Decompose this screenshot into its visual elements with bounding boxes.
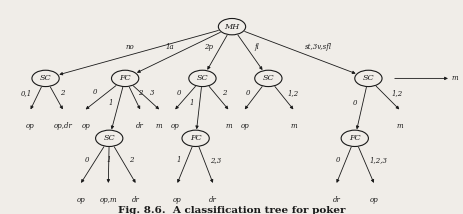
Text: SC: SC xyxy=(103,134,115,142)
Text: fl: fl xyxy=(254,43,259,51)
Text: 1: 1 xyxy=(176,156,181,164)
Text: Fig. 8.6.  A classification tree for poker: Fig. 8.6. A classification tree for poke… xyxy=(118,206,345,214)
Text: dr: dr xyxy=(208,196,216,204)
Text: SC: SC xyxy=(196,74,208,82)
Text: op: op xyxy=(76,196,85,204)
Text: no: no xyxy=(125,43,134,51)
Circle shape xyxy=(340,130,368,147)
Text: m: m xyxy=(225,122,231,130)
Text: SC: SC xyxy=(362,74,374,82)
Text: 1,2,3: 1,2,3 xyxy=(369,156,387,164)
Text: SC: SC xyxy=(262,74,274,82)
Text: 0: 0 xyxy=(352,99,357,107)
Text: 0: 0 xyxy=(335,156,339,164)
Text: 2: 2 xyxy=(222,89,226,97)
Text: m: m xyxy=(156,122,162,130)
Text: op,m: op,m xyxy=(99,196,117,204)
Text: m: m xyxy=(450,74,457,82)
Text: 2,3: 2,3 xyxy=(209,156,220,164)
Text: FC: FC xyxy=(189,134,201,142)
Text: 2p: 2p xyxy=(203,43,212,51)
Text: op,dr: op,dr xyxy=(53,122,72,130)
Text: 0: 0 xyxy=(245,89,249,97)
Text: FC: FC xyxy=(119,74,131,82)
Text: 2: 2 xyxy=(138,89,143,97)
Circle shape xyxy=(95,130,123,147)
Text: 0: 0 xyxy=(93,88,97,97)
Text: m: m xyxy=(395,122,402,130)
Circle shape xyxy=(111,70,138,87)
Text: 0,1: 0,1 xyxy=(21,89,32,97)
Text: 1,2: 1,2 xyxy=(390,89,402,97)
Text: 0: 0 xyxy=(177,89,181,97)
Circle shape xyxy=(32,70,59,87)
Circle shape xyxy=(188,70,216,87)
Text: st,3v,sfl: st,3v,sfl xyxy=(304,43,331,51)
Text: dr: dr xyxy=(332,196,340,204)
Text: dr: dr xyxy=(136,122,144,130)
Circle shape xyxy=(218,18,245,35)
Text: 0: 0 xyxy=(84,156,88,164)
Text: 2: 2 xyxy=(128,156,133,164)
Text: m: m xyxy=(289,122,296,130)
Text: op: op xyxy=(81,122,90,130)
Circle shape xyxy=(354,70,381,87)
Text: MH: MH xyxy=(224,23,239,31)
Text: op: op xyxy=(240,122,249,130)
Text: 1: 1 xyxy=(108,99,113,107)
Text: op: op xyxy=(170,122,179,130)
Text: op: op xyxy=(173,196,181,204)
Text: SC: SC xyxy=(40,74,51,82)
Text: 1a: 1a xyxy=(165,43,174,51)
Text: 3: 3 xyxy=(150,89,154,97)
Text: 1: 1 xyxy=(106,156,111,164)
Circle shape xyxy=(254,70,282,87)
Text: 2: 2 xyxy=(60,89,64,97)
Circle shape xyxy=(181,130,209,147)
Text: dr: dr xyxy=(131,196,139,204)
Text: op: op xyxy=(26,122,35,130)
Text: FC: FC xyxy=(348,134,360,142)
Text: op: op xyxy=(369,196,377,204)
Text: 1: 1 xyxy=(189,99,194,107)
Text: 1,2: 1,2 xyxy=(287,89,298,97)
